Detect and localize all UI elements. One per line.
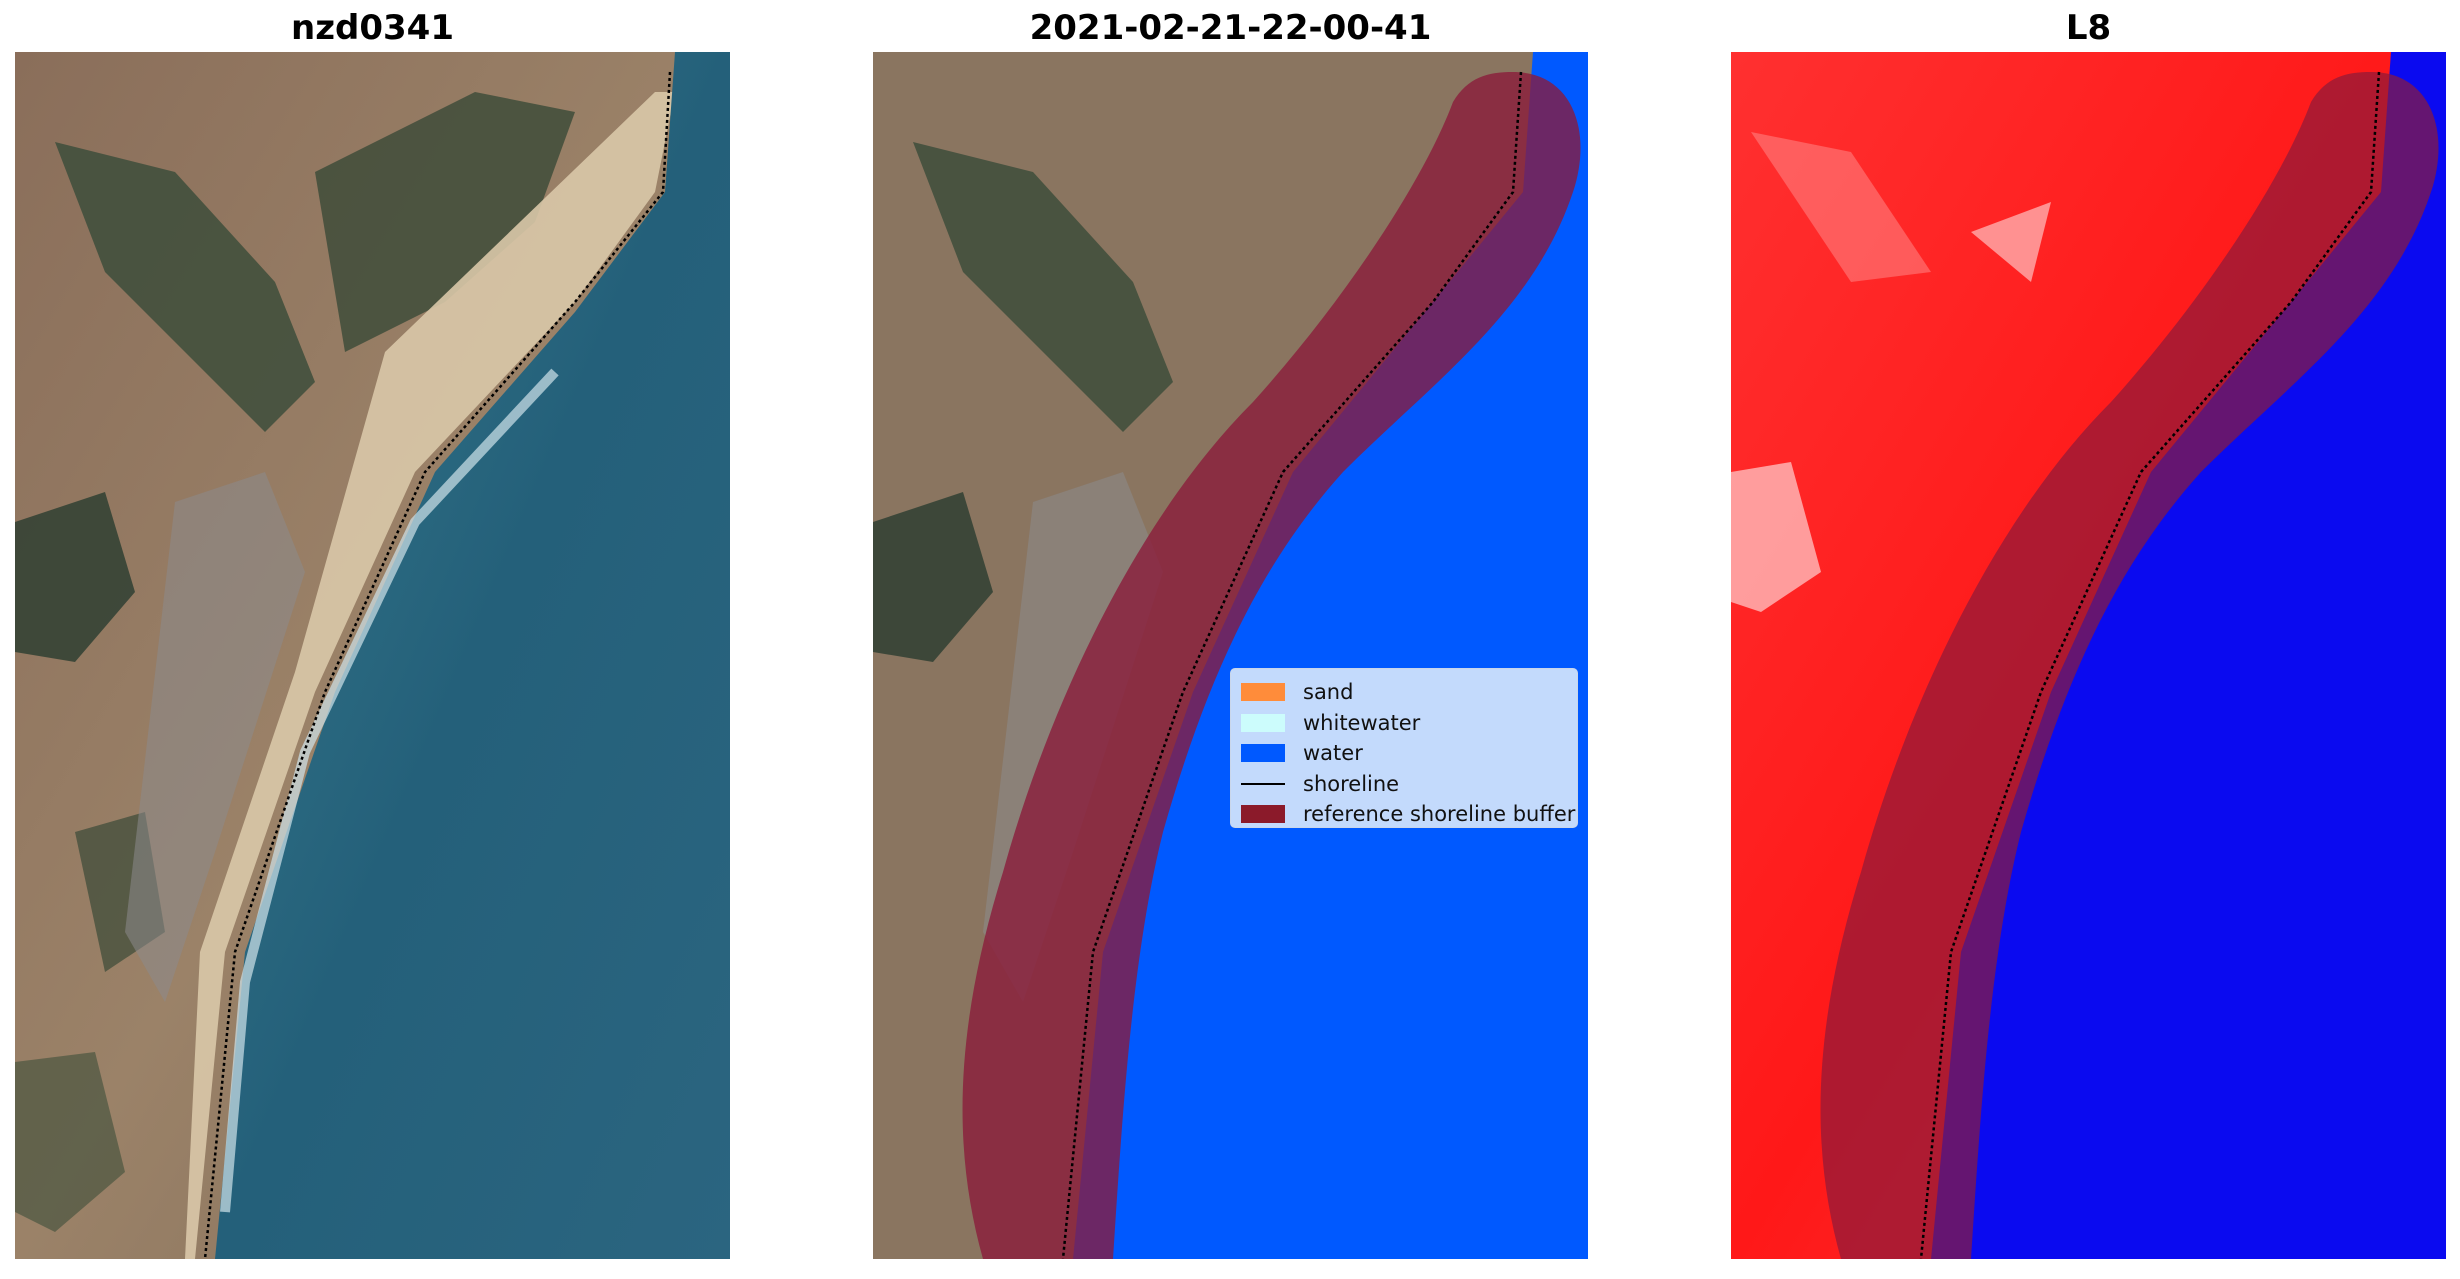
legend-label: whitewater: [1303, 710, 1421, 735]
whitewater-swatch: [1241, 713, 1285, 732]
index-image: [1731, 52, 2446, 1259]
legend-item-shoreline: shoreline: [1241, 769, 1567, 800]
legend-item-buffer: reference shoreline buffer: [1241, 799, 1575, 830]
classification-panel: 2021-02-21-22-00-41: [873, 0, 1588, 1279]
index-panel: L8: [1731, 0, 2446, 1279]
buffer-swatch: [1241, 805, 1285, 824]
legend-label: shoreline: [1303, 771, 1400, 796]
water-swatch: [1241, 744, 1285, 763]
sand-swatch: [1241, 683, 1285, 702]
legend: sand whitewater water shoreline referenc…: [1230, 668, 1578, 828]
legend-label: water: [1303, 741, 1363, 766]
legend-item-sand: sand: [1241, 677, 1567, 708]
panel-title: L8: [2065, 8, 2112, 48]
rgb-panel: nzd0341: [15, 0, 730, 1279]
shoreline-line: [1241, 782, 1285, 785]
legend-label: sand: [1303, 680, 1354, 705]
rgb-image: [15, 52, 730, 1259]
classification-image: [873, 52, 1588, 1259]
panel-title: 2021-02-21-22-00-41: [1029, 8, 1432, 48]
legend-item-water: water: [1241, 738, 1567, 769]
legend-item-whitewater: whitewater: [1241, 708, 1567, 739]
legend-label: reference shoreline buffer: [1303, 802, 1576, 827]
panel-title: nzd0341: [291, 8, 454, 48]
